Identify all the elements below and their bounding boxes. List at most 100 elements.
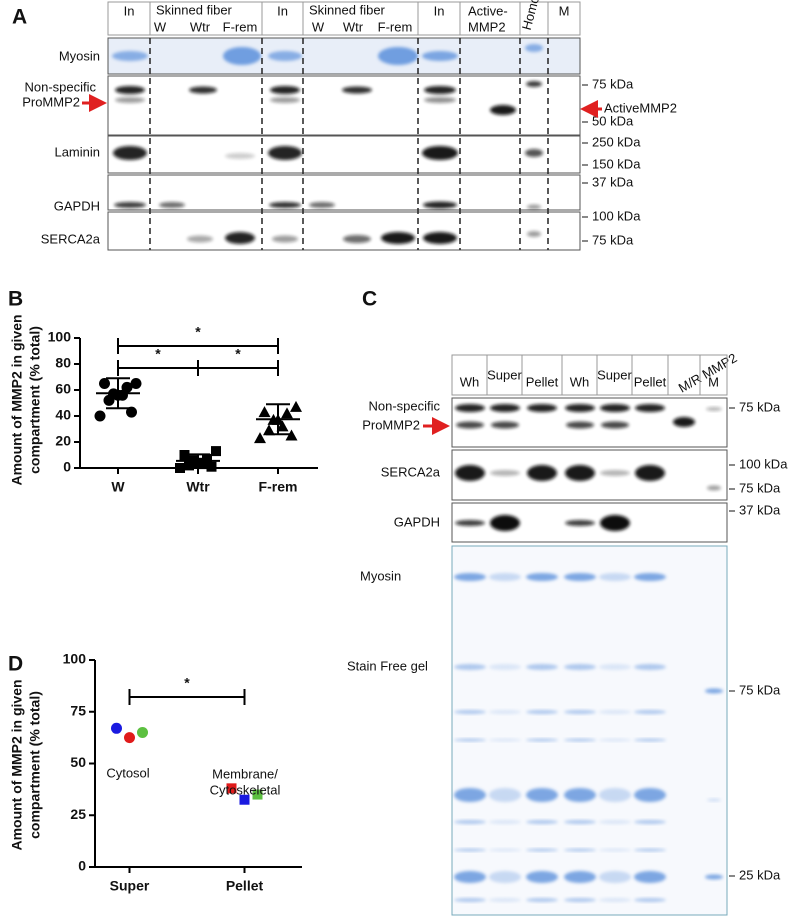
row-label: Myosin <box>360 568 401 583</box>
band <box>634 871 666 883</box>
band <box>423 232 457 244</box>
header: MMP2 <box>468 19 506 34</box>
band <box>527 231 541 237</box>
band <box>599 898 631 902</box>
band <box>113 146 147 160</box>
size-label: 75 kDa <box>592 232 634 247</box>
header: Skinned fiber <box>156 2 233 17</box>
header: In <box>434 3 445 18</box>
band <box>114 202 146 208</box>
band <box>525 44 543 52</box>
y-tick-label: 100 <box>48 329 72 345</box>
annotation: ActiveMMP2 <box>604 100 677 115</box>
band <box>424 86 456 94</box>
band <box>564 849 596 852</box>
band <box>634 710 666 714</box>
band <box>490 515 520 531</box>
band <box>601 422 629 429</box>
data-point <box>207 462 217 472</box>
band <box>564 739 596 742</box>
row-label: Non-specific <box>368 398 440 413</box>
data-point <box>111 723 122 734</box>
size-label: 75 kDa <box>739 682 781 697</box>
band <box>526 664 558 670</box>
header: Wh <box>570 374 590 389</box>
data-point <box>117 390 128 401</box>
data-point <box>95 411 106 422</box>
band <box>600 404 630 412</box>
band <box>526 81 542 87</box>
band <box>526 871 558 883</box>
band <box>454 820 486 824</box>
band <box>489 820 521 824</box>
band <box>635 404 665 412</box>
header: Pellet <box>634 374 667 389</box>
band <box>564 664 596 670</box>
band <box>526 849 558 852</box>
band <box>223 47 261 65</box>
band <box>422 146 458 160</box>
band <box>489 710 521 714</box>
band <box>599 710 631 714</box>
size-label: 75 kDa <box>592 76 634 91</box>
gel <box>452 546 727 915</box>
x-tick-label: Pellet <box>226 878 264 894</box>
y-axis-label: compartment (% total) <box>27 691 43 839</box>
band <box>342 87 372 94</box>
band <box>489 573 521 581</box>
x-tick-label: Wtr <box>186 479 210 495</box>
data-point <box>198 459 208 469</box>
y-tick-label: 60 <box>55 381 71 397</box>
group-label: Cytoskeletal <box>210 782 281 797</box>
band <box>343 235 371 243</box>
header: Skinned fiber <box>309 2 386 17</box>
size-label: 250 kDa <box>592 134 641 149</box>
size-label: 100 kDa <box>739 456 788 471</box>
significance-star: * <box>195 324 201 340</box>
panel-label: C <box>362 288 377 311</box>
band <box>526 739 558 742</box>
data-point <box>99 378 110 389</box>
band <box>564 573 596 581</box>
band <box>634 820 666 824</box>
band <box>706 407 722 411</box>
group-label: Membrane/ <box>212 766 278 781</box>
subheader: Wtr <box>343 19 364 34</box>
band <box>454 871 486 883</box>
band <box>634 788 666 802</box>
band <box>525 149 543 157</box>
band <box>634 573 666 581</box>
y-tick-label: 40 <box>55 407 71 423</box>
row-label: Myosin <box>59 48 100 63</box>
header: In <box>124 3 135 18</box>
row-label: ProMMP2 <box>22 94 80 109</box>
header: Wh <box>460 374 480 389</box>
data-point <box>180 450 190 460</box>
y-tick-label: 25 <box>70 806 86 822</box>
band <box>527 465 557 481</box>
band <box>565 520 595 526</box>
y-tick-label: 0 <box>63 459 71 475</box>
subheader: W <box>312 19 325 34</box>
band <box>489 788 521 802</box>
y-axis-label: Amount of MMP2 in given <box>9 314 25 485</box>
band <box>599 871 631 883</box>
band <box>456 422 484 429</box>
band <box>115 97 145 103</box>
band <box>489 898 521 902</box>
band <box>526 573 558 581</box>
band <box>564 898 596 902</box>
band <box>526 788 558 802</box>
band <box>159 202 185 208</box>
band <box>705 689 723 694</box>
band <box>526 710 558 714</box>
band <box>705 875 723 880</box>
data-point <box>104 395 115 406</box>
band <box>526 898 558 902</box>
band <box>634 664 666 670</box>
row-label: Laminin <box>54 144 100 159</box>
row-label: ProMMP2 <box>362 417 420 432</box>
band <box>309 202 335 208</box>
y-tick-label: 20 <box>55 433 71 449</box>
data-point <box>124 732 135 743</box>
